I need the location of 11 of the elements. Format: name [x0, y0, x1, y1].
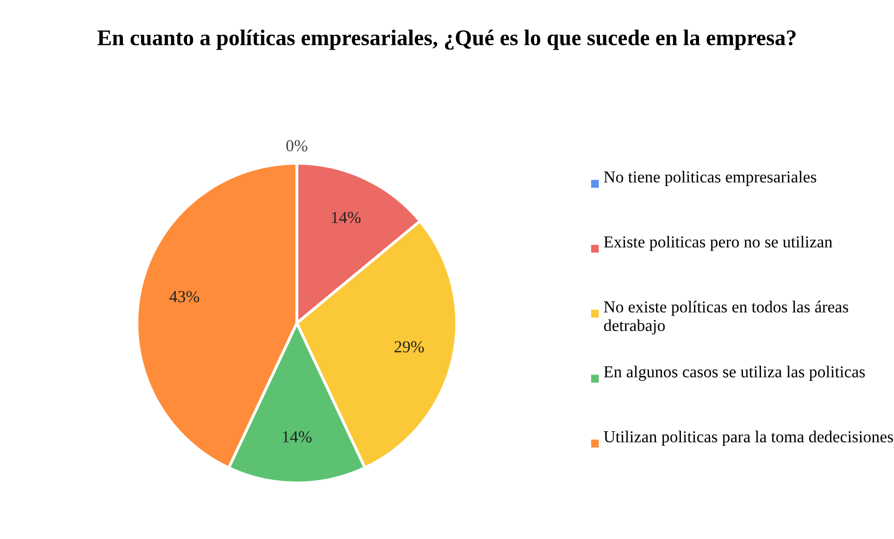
legend-label: Utilizan politicas para la toma dedecisiones [604, 430, 894, 446]
data-label: 14% [283, 431, 312, 442]
legend-label: Existe politicas pero no se utilizan [604, 236, 832, 251]
legend-label: No tiene politicas empresariales [604, 170, 816, 186]
text: 0% [286, 140, 308, 152]
chart-title: En cuanto a políticas empresariales, ¿Qué es lo que sucede en la empresa? [97, 30, 796, 50]
legend-label: No existe políticas en todos las áreas detrabajo [604, 300, 848, 334]
legend-label: En algunos casos se utiliza las politicas [604, 366, 865, 381]
data-label: 29% [394, 341, 424, 352]
data-label: 14% [332, 212, 361, 224]
data-label: 43% [170, 290, 200, 302]
